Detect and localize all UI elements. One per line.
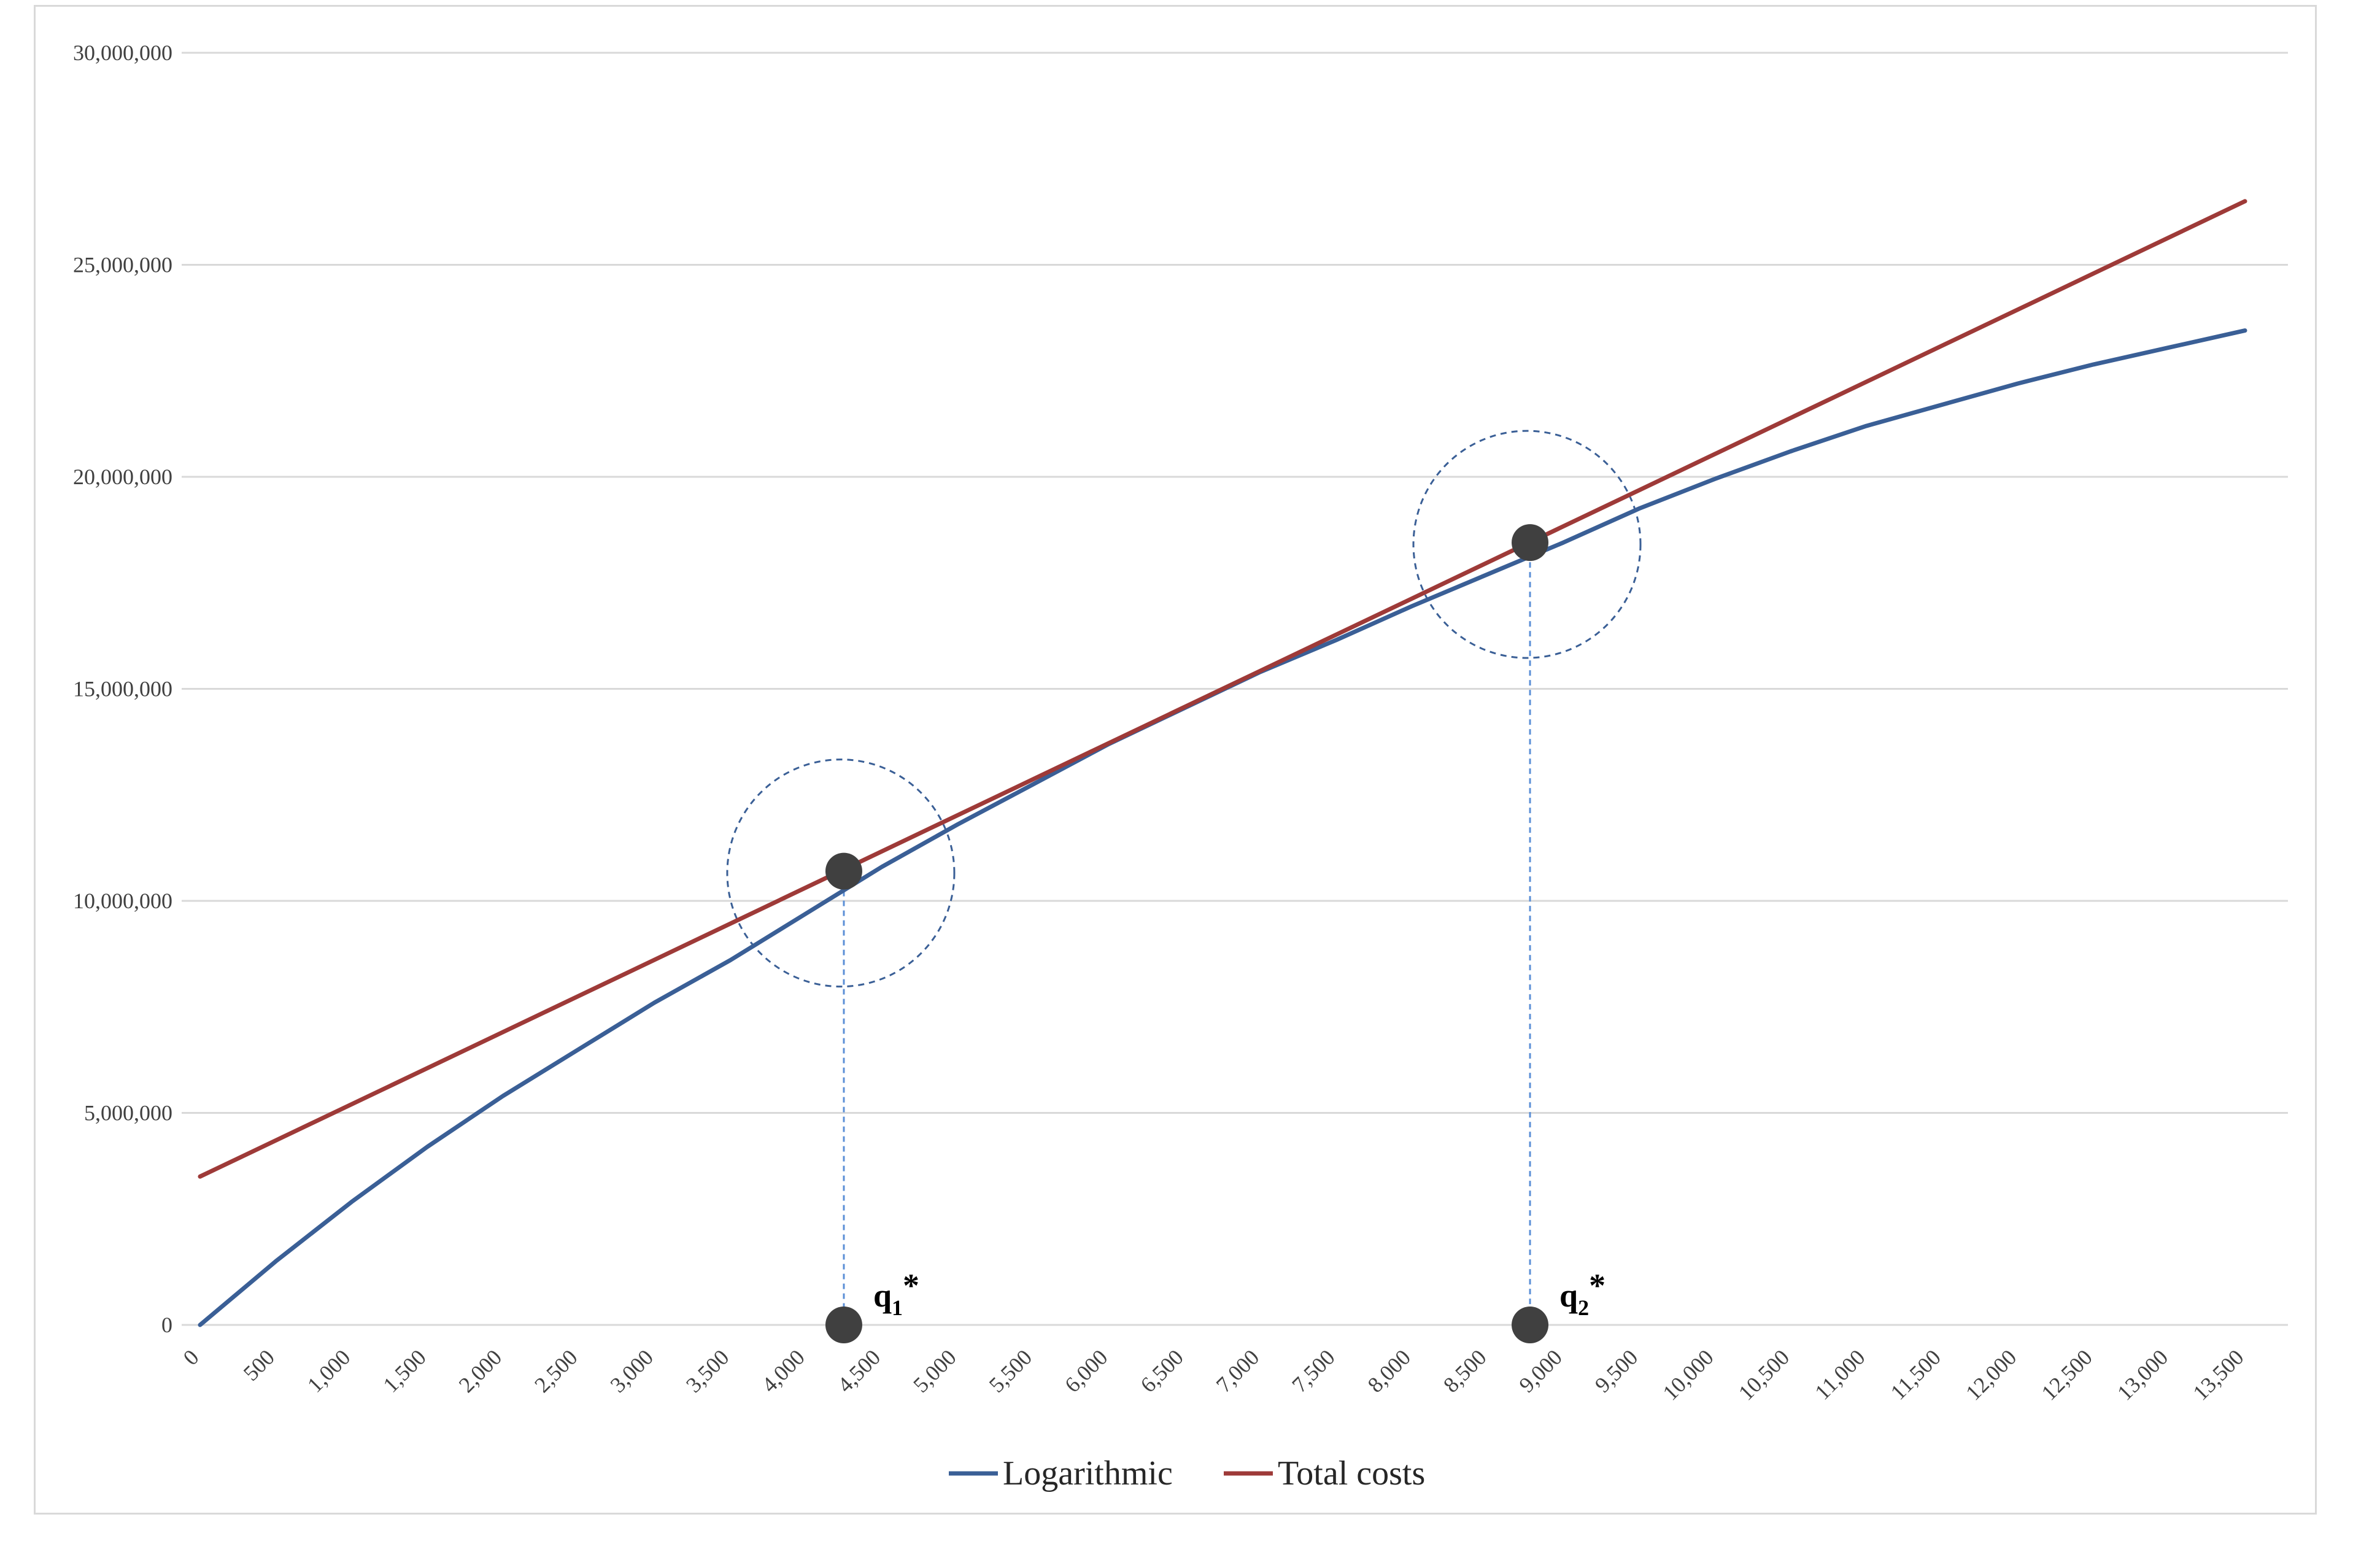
annotation-markers: q1* q2* [825, 524, 1605, 1343]
y-tick-label: 30,000,000 [73, 41, 172, 65]
x-tick-label: 6,500 [1135, 1345, 1188, 1397]
x-tick-label: 3,500 [681, 1345, 734, 1397]
x-tick-label: 500 [239, 1345, 279, 1385]
highlight-circle [1412, 430, 1642, 659]
annotation-label-star: * [1589, 1267, 1605, 1304]
x-tick-label: 7,500 [1287, 1345, 1340, 1397]
axis-point [1512, 1307, 1549, 1343]
annotation-label-base: q [873, 1277, 892, 1314]
annotation-guides [726, 430, 1642, 1325]
x-tick-label: 3,000 [606, 1345, 659, 1397]
x-tick-label: 5,000 [908, 1345, 961, 1397]
annotation-label: q1* [873, 1267, 919, 1320]
x-tick-label: 9,000 [1514, 1345, 1567, 1397]
x-tick-label: 8,500 [1439, 1345, 1491, 1397]
x-tick-label: 0 [179, 1345, 204, 1370]
annotation-label-subscript: 1 [892, 1295, 903, 1320]
x-tick-label: 10,500 [1734, 1345, 1794, 1405]
y-tick-label: 20,000,000 [73, 465, 172, 489]
x-tick-label: 11,000 [1810, 1345, 1869, 1404]
x-tick-label: 13,000 [2112, 1345, 2173, 1405]
y-axis-ticks: 0 5,000,000 10,000,000 15,000,000 20,000,000… [73, 41, 172, 1337]
series-line-0 [198, 328, 2247, 1327]
highlight-circle [726, 758, 956, 988]
x-tick-label: 8,000 [1363, 1345, 1416, 1397]
annotation-label-star: * [903, 1267, 919, 1304]
y-tick-label: 15,000,000 [73, 677, 172, 701]
legend-label-1: Total costs [1278, 1454, 1425, 1492]
x-tick-label: 4,000 [757, 1345, 809, 1397]
x-tick-label: 9,500 [1590, 1345, 1643, 1397]
legend: Logarithmic Total costs [949, 1454, 1425, 1492]
y-tick-label: 5,000,000 [84, 1101, 172, 1125]
chart-frame: 0 5,000,000 10,000,000 15,000,000 20,000,000… [34, 5, 2317, 1515]
annotation-label-base: q [1559, 1277, 1578, 1314]
x-tick-label: 1,000 [303, 1345, 355, 1397]
x-tick-label: 4,500 [833, 1345, 886, 1397]
intersection-point [1512, 524, 1549, 562]
intersection-point [825, 852, 862, 890]
x-tick-label: 10,000 [1658, 1345, 1718, 1405]
y-tick-label: 25,000,000 [73, 253, 172, 277]
series-layer [198, 199, 2247, 1327]
x-tick-label: 2,000 [454, 1345, 507, 1397]
chart-svg: 0 5,000,000 10,000,000 15,000,000 20,000,000… [73, 41, 2288, 1492]
axis-point [825, 1307, 862, 1343]
series-line-1 [198, 199, 2247, 1179]
x-tick-label: 11,500 [1886, 1345, 1945, 1404]
y-tick-label: 0 [161, 1313, 172, 1337]
annotation-label: q2* [1559, 1267, 1605, 1320]
y-tick-label: 10,000,000 [73, 889, 172, 913]
x-tick-label: 13,500 [2188, 1345, 2248, 1405]
legend-label-0: Logarithmic [1003, 1454, 1173, 1492]
x-tick-label: 12,000 [1961, 1345, 2021, 1405]
x-tick-label: 1,500 [378, 1345, 431, 1397]
x-tick-label: 12,500 [2037, 1345, 2097, 1405]
x-axis-ticks: 0 500 1,000 1,500 2,000 2,500 3,000 3,500 4,000 4… [179, 1345, 2249, 1405]
grid-layer [182, 52, 2288, 1326]
x-tick-label: 6,000 [1060, 1345, 1113, 1397]
x-tick-label: 2,500 [530, 1345, 582, 1397]
annotation-label-subscript: 2 [1578, 1295, 1589, 1320]
x-tick-label: 7,000 [1211, 1345, 1264, 1397]
x-tick-label: 5,500 [984, 1345, 1037, 1397]
